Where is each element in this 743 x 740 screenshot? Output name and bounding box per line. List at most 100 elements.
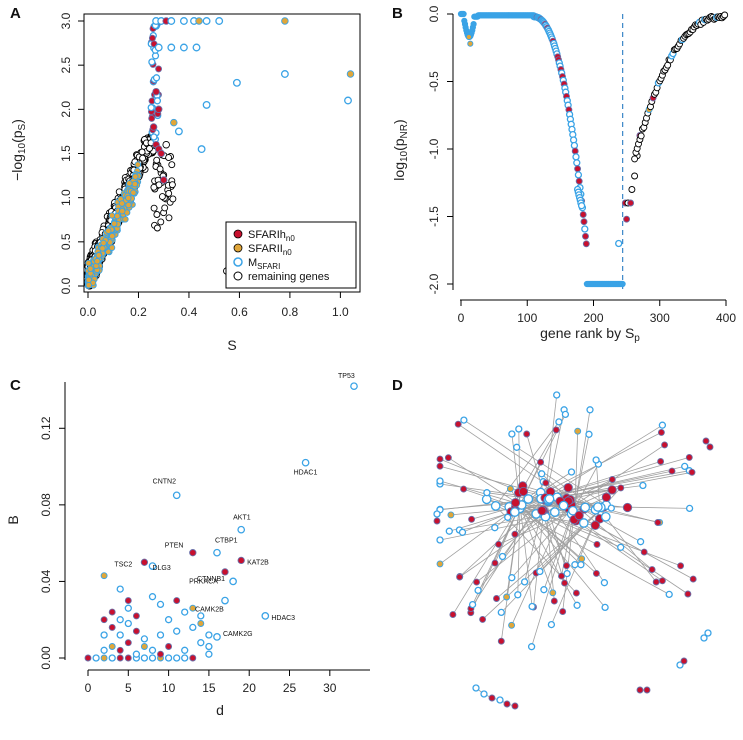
- network-node-ms: [593, 502, 603, 512]
- panel-c-gene-label: CAMK2B: [195, 607, 224, 614]
- panel-a-point-hc: [154, 105, 163, 114]
- panel-c-point-ms: [156, 600, 165, 609]
- network-edge: [539, 509, 601, 572]
- panel-a-point-other: [169, 195, 177, 203]
- network-node-hc: [493, 595, 500, 602]
- panel-a-point-lc: [110, 220, 118, 227]
- network-node-ms: [700, 634, 708, 642]
- network-node-hc: [685, 453, 693, 461]
- network-node-ms: [585, 430, 593, 438]
- panel-b-point-ms: [470, 21, 477, 28]
- panel-b-xtick-label: 100: [517, 311, 537, 325]
- panel-c-gene-label: AKT1: [233, 515, 251, 522]
- panel-c-point-ms: [205, 650, 213, 658]
- panel-a-point-ms: [192, 43, 201, 52]
- network-node-hc: [684, 590, 692, 598]
- panel-a-point-ms: [154, 43, 163, 52]
- panel-c-point-ms: [181, 654, 189, 662]
- panel-c-points: [84, 382, 358, 662]
- panel-c-xtick-label: 0: [85, 681, 92, 695]
- panel-a-point-lc: [99, 245, 106, 252]
- panel-c-point-ms: [132, 650, 141, 658]
- panel-c-point-lc: [197, 620, 205, 627]
- panel-b-point-ms: [619, 280, 626, 288]
- network-edge: [519, 504, 533, 607]
- panel-c-point-cntn2: [172, 491, 181, 500]
- network-node-lc: [447, 511, 455, 519]
- panel-a-point-ms: [150, 133, 158, 141]
- panel-b-point-hc: [575, 177, 583, 185]
- panel-a-point-lc: [281, 17, 289, 25]
- panel-b-point-hc: [582, 240, 590, 248]
- panel-c-xtick-label: 10: [162, 681, 176, 695]
- panel-c-point-hc: [124, 597, 132, 605]
- panel-a-point-other: [150, 183, 158, 191]
- network-node-lc: [508, 621, 516, 629]
- panel-b-ytick-label: -1.5: [427, 206, 441, 227]
- panel-a-point-other: [153, 224, 161, 232]
- panel-c-point-lc: [100, 572, 108, 580]
- panel-c-point-hc: [132, 627, 140, 635]
- network-node-hc: [702, 437, 710, 445]
- network-node-ms: [563, 569, 571, 578]
- panel-c-ytick-label: 0.00: [39, 646, 53, 670]
- panel-a-point-lc: [85, 276, 93, 284]
- network-node-ms: [480, 690, 488, 698]
- panel-a-point-ms: [197, 145, 206, 154]
- panel-a-point-other: [162, 140, 170, 149]
- legend-marker-ms: [233, 257, 243, 267]
- panel-c-point-hc: [100, 616, 108, 624]
- panel-a-point-lc: [95, 252, 103, 259]
- panel-a-point-other: [168, 181, 176, 189]
- panel-c-point-hc: [116, 646, 124, 654]
- network-node-hc: [601, 492, 612, 502]
- panel-c-point-ms: [116, 585, 124, 593]
- panel-c-point-hc: [108, 623, 116, 631]
- network-node-lc: [574, 427, 582, 435]
- network-edge: [516, 446, 607, 506]
- panel-b-ylabel: log10(pNR): [391, 119, 410, 180]
- network-node-hc: [542, 479, 550, 487]
- panel-a-point-lc: [125, 201, 132, 209]
- panel-a-point-ms: [152, 74, 161, 82]
- panel-c-gene-label: CTNNB1: [197, 576, 225, 583]
- legend-marker-other: [233, 271, 243, 281]
- panel-a-xtick-label: 1.0: [332, 305, 349, 319]
- panel-a-point-lc: [130, 189, 137, 196]
- network-edge: [574, 504, 653, 570]
- network-node-hc: [550, 597, 558, 605]
- panel-c-point-lc: [140, 643, 148, 650]
- network-edge: [519, 504, 582, 560]
- panel-b-point-hc: [571, 147, 579, 155]
- panel-c-point-tsc2: [140, 558, 149, 566]
- panel-c-xtick-label: 5: [125, 681, 132, 695]
- network-edge: [502, 497, 546, 557]
- network-node-ms: [436, 477, 444, 485]
- network-node-ms: [639, 481, 647, 490]
- network-node-ms: [544, 494, 555, 504]
- panel-a-point-other: [153, 156, 161, 164]
- panel-b-xtick-label: 300: [650, 311, 670, 325]
- network-node-ms: [527, 643, 536, 651]
- panel-c-point-ms: [197, 612, 205, 620]
- panel-a-point-ms: [147, 103, 155, 112]
- network-edge: [574, 409, 591, 506]
- panel-b-point-ms: [574, 171, 583, 179]
- panel-b-point-ms: [581, 225, 589, 233]
- network-edge: [457, 423, 568, 499]
- panel-a-ytick-label: 2.0: [59, 101, 73, 118]
- network-node-hc: [608, 476, 616, 483]
- network-node-ms: [460, 416, 468, 424]
- panel-c-point-lc: [189, 604, 197, 612]
- panel-a-xtick-label: 0.0: [80, 305, 97, 319]
- panel-c-point-ms: [205, 631, 213, 639]
- panel-c-point-ctnnb1: [221, 568, 229, 576]
- panel-a-point-ms: [215, 17, 224, 25]
- panel-c-point-ms: [189, 623, 197, 632]
- network-node-ms: [490, 501, 501, 511]
- panel-c-point-ms: [205, 642, 213, 651]
- panel-c-point-hc: [116, 654, 124, 662]
- panel-a-point-lc: [118, 200, 126, 207]
- network-node-ms: [504, 513, 512, 521]
- panel-c-point-hc: [173, 597, 181, 605]
